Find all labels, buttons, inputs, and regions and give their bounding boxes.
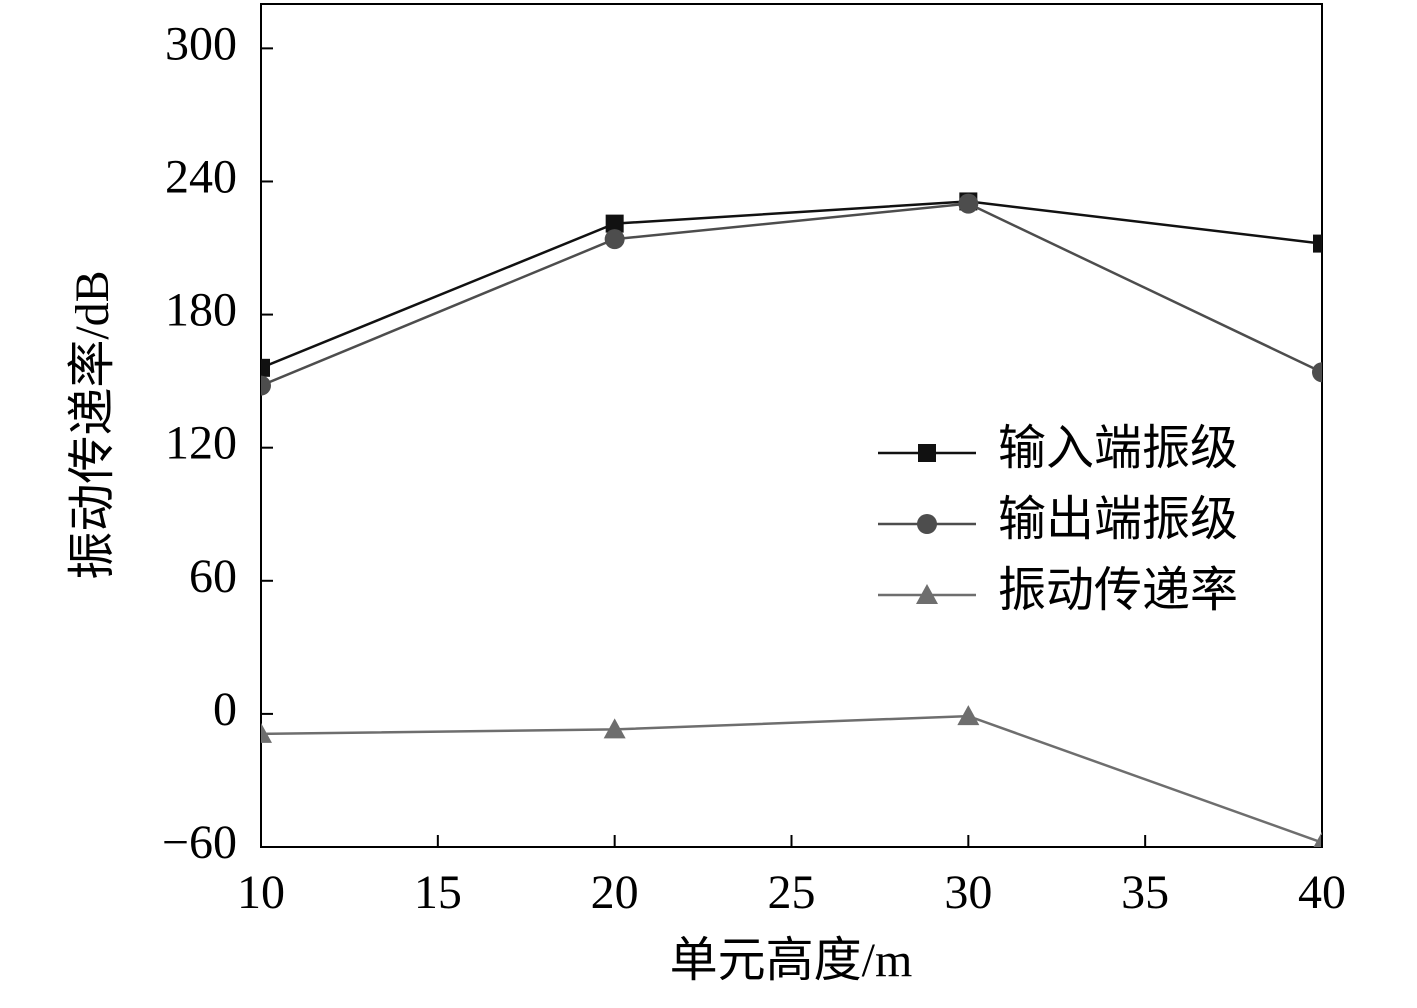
y-tick-label: −60 — [162, 816, 237, 869]
x-tick-label: 20 — [591, 866, 639, 919]
legend-label: 振动传递率 — [998, 564, 1238, 617]
y-tick-label: 60 — [189, 550, 237, 603]
y-tick-label: 300 — [165, 17, 237, 70]
marker — [958, 193, 979, 214]
y-tick-label: 180 — [165, 284, 237, 337]
marker — [957, 705, 980, 726]
legend-marker — [917, 514, 937, 534]
x-tick-label: 40 — [1298, 866, 1346, 919]
marker — [261, 358, 270, 377]
marker — [261, 722, 272, 743]
legend-label: 输入端振级 — [998, 422, 1238, 475]
x-tick-label: 35 — [1121, 866, 1169, 919]
marker — [1313, 234, 1322, 253]
marker — [603, 718, 626, 739]
marker — [1312, 362, 1322, 383]
series-line — [261, 202, 1322, 387]
y-axis-label: 振动传递率/dB — [66, 270, 119, 579]
legend-marker — [916, 584, 938, 604]
marker — [605, 214, 624, 233]
series-line — [261, 200, 1322, 369]
legend-label: 输出端振级 — [998, 493, 1238, 546]
x-axis-label: 单元高度/m — [670, 934, 913, 987]
y-tick-label: 120 — [165, 417, 237, 470]
series-line — [261, 714, 1322, 844]
x-tick-label: 10 — [237, 866, 285, 919]
y-tick-label: 240 — [165, 150, 237, 203]
marker — [261, 375, 271, 396]
marker — [1313, 831, 1322, 847]
y-tick-label: 0 — [213, 683, 237, 736]
plot-area — [261, 192, 1322, 847]
marker — [604, 229, 625, 250]
legend-marker — [918, 444, 936, 462]
x-tick-label: 25 — [768, 866, 816, 919]
x-tick-label: 15 — [414, 866, 462, 919]
x-tick-label: 30 — [944, 866, 992, 919]
